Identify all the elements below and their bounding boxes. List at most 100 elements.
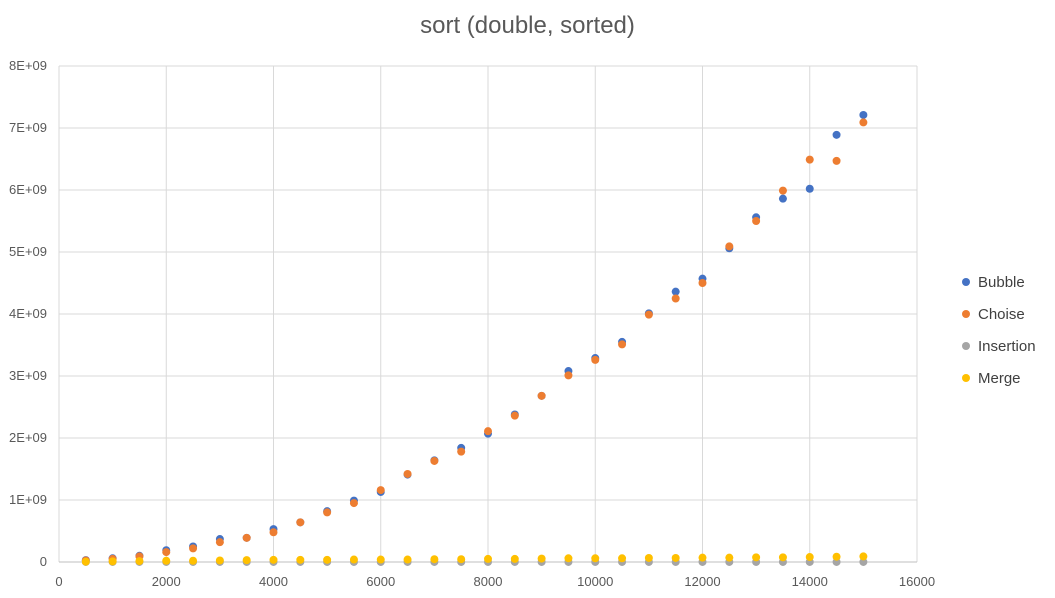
data-point-choise xyxy=(778,186,787,195)
legend-item-merge: Merge xyxy=(962,362,1036,394)
data-point-merge xyxy=(189,556,198,565)
data-point-choise xyxy=(430,456,439,465)
series-choise xyxy=(81,118,868,565)
x-tick-label: 10000 xyxy=(577,574,613,589)
tick-labels: 0 2000 4000 6000 8000 10000 12000 14000 16000 0 1E… xyxy=(9,58,935,589)
data-point-merge xyxy=(403,555,412,564)
y-tick-label: 5E+09 xyxy=(9,244,47,259)
legend-label-choise: Choise xyxy=(978,305,1025,323)
legend-label-bubble: Bubble xyxy=(978,273,1025,291)
data-point-choise xyxy=(725,242,734,251)
data-point-choise xyxy=(644,310,653,319)
data-point-merge xyxy=(591,554,600,563)
data-point-choise xyxy=(269,528,278,537)
data-point-merge xyxy=(805,553,814,562)
legend-label-insertion: Insertion xyxy=(978,337,1036,355)
data-point-merge xyxy=(296,555,305,564)
data-point-merge xyxy=(484,554,492,563)
y-tick-label: 3E+09 xyxy=(9,368,47,383)
data-point-merge xyxy=(564,554,573,563)
y-tick-label: 2E+09 xyxy=(9,430,47,445)
data-point-merge xyxy=(698,553,707,562)
data-point-merge xyxy=(242,556,251,565)
x-tick-label: 16000 xyxy=(899,574,935,589)
data-point-choise xyxy=(564,371,573,380)
data-point-merge xyxy=(832,552,841,561)
legend-marker-choise xyxy=(962,310,970,318)
data-point-choise xyxy=(859,118,868,127)
data-point-choise xyxy=(189,544,198,553)
data-point-choise xyxy=(618,340,627,349)
data-point-choise xyxy=(215,538,224,547)
data-point-bubble xyxy=(805,184,814,193)
legend-marker-bubble xyxy=(962,278,970,286)
data-point-merge xyxy=(162,556,171,565)
legend-item-insertion: Insertion xyxy=(962,330,1036,362)
data-point-bubble xyxy=(859,110,868,119)
data-point-choise xyxy=(484,427,492,436)
data-point-choise xyxy=(805,155,814,164)
y-tick-label: 7E+09 xyxy=(9,120,47,135)
data-point-merge xyxy=(215,556,224,565)
data-point-choise xyxy=(671,294,680,303)
data-point-choise xyxy=(832,156,841,165)
legend-label-merge: Merge xyxy=(978,369,1021,387)
data-point-choise xyxy=(162,548,171,557)
y-tick-label: 6E+09 xyxy=(9,182,47,197)
x-tick-label: 8000 xyxy=(474,574,503,589)
data-point-merge xyxy=(135,557,144,566)
y-tick-label: 0 xyxy=(40,554,47,569)
data-point-bubble xyxy=(832,130,841,139)
data-point-choise xyxy=(403,469,412,478)
legend: Bubble Choise Insertion Merge xyxy=(962,266,1036,394)
data-point-bubble xyxy=(671,287,680,296)
data-point-merge xyxy=(859,552,868,561)
x-tick-label: 4000 xyxy=(259,574,288,589)
data-point-choise xyxy=(376,486,385,495)
grid-lines xyxy=(58,65,918,563)
data-point-choise xyxy=(296,518,305,527)
data-point-merge xyxy=(430,555,439,564)
y-tick-label: 4E+09 xyxy=(9,306,47,321)
data-point-merge xyxy=(778,553,787,562)
series-merge xyxy=(81,552,868,566)
data-point-merge xyxy=(671,553,680,562)
data-point-choise xyxy=(457,447,466,456)
data-point-choise xyxy=(537,391,546,400)
data-point-merge xyxy=(644,553,653,562)
x-tick-label: 6000 xyxy=(366,574,395,589)
data-point-merge xyxy=(108,557,117,566)
data-point-merge xyxy=(537,554,546,563)
data-point-choise xyxy=(510,411,519,420)
data-point-choise xyxy=(591,355,600,364)
legend-marker-merge xyxy=(962,374,970,382)
data-point-merge xyxy=(510,554,519,563)
data-point-bubble xyxy=(778,194,787,203)
data-point-merge xyxy=(457,555,466,564)
data-point-merge xyxy=(81,557,90,566)
series-bubble xyxy=(81,110,868,565)
y-tick-label: 1E+09 xyxy=(9,492,47,507)
x-tick-label: 12000 xyxy=(684,574,720,589)
data-point-merge xyxy=(269,555,278,564)
legend-item-choise: Choise xyxy=(962,298,1036,330)
data-point-choise xyxy=(752,217,761,225)
data-point-choise xyxy=(349,499,358,508)
x-tick-label: 2000 xyxy=(152,574,181,589)
chart-title: sort (double, sorted) xyxy=(420,12,635,39)
data-point-choise xyxy=(698,279,707,287)
data-point-insertion xyxy=(859,557,868,566)
x-tick-label: 14000 xyxy=(792,574,828,589)
x-tick-label: 0 xyxy=(55,574,62,589)
data-point-merge xyxy=(323,555,332,564)
data-point-merge xyxy=(725,553,734,562)
data-point-choise xyxy=(323,508,332,517)
data-point-merge xyxy=(752,553,761,562)
legend-item-bubble: Bubble xyxy=(962,266,1036,298)
data-point-merge xyxy=(618,554,627,563)
legend-marker-insertion xyxy=(962,342,970,350)
data-point-merge xyxy=(349,555,358,564)
y-tick-label: 8E+09 xyxy=(9,58,47,73)
data-point-merge xyxy=(376,555,385,564)
